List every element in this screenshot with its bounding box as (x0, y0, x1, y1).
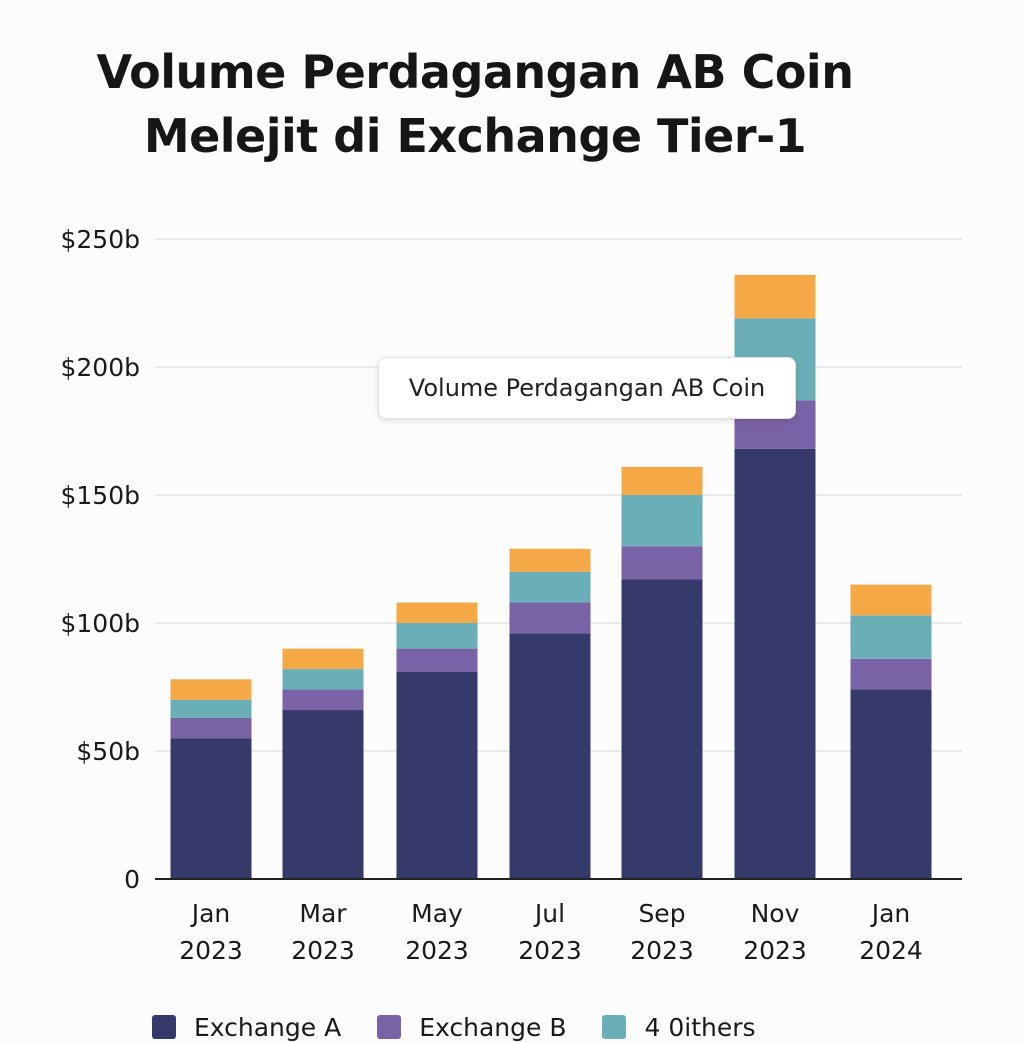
x-tick-label: May (411, 899, 463, 928)
chart-title-line-1: Volume Perdagangan AB Coin (96, 45, 854, 99)
x-tick-label: Jan (870, 899, 911, 928)
y-tick-label: $150b (61, 481, 141, 510)
x-tick-label: Sep (638, 899, 685, 928)
bar-segment[interactable] (621, 546, 703, 580)
x-tick-label: Mar (299, 899, 347, 928)
bar-segment[interactable] (170, 699, 252, 718)
y-tick-label: $100b (61, 609, 141, 638)
x-tick-label: Jan (190, 899, 231, 928)
x-tick-label: 2024 (859, 936, 923, 965)
legend-item-others[interactable]: 4 0ithers (602, 1012, 756, 1042)
legend-swatch (377, 1015, 402, 1039)
bar-segment[interactable] (509, 571, 591, 603)
legend-item-exchange-a[interactable]: Exchange A (152, 1013, 341, 1042)
x-tick-label: 2023 (743, 936, 807, 965)
x-tick-label: 2023 (405, 936, 469, 965)
bar-segment[interactable] (282, 648, 364, 670)
bar-segment[interactable] (734, 274, 816, 319)
bar-segment[interactable] (621, 495, 703, 547)
bar-segment[interactable] (850, 584, 932, 616)
legend-label: Exchange A (194, 1012, 342, 1042)
bar-segment[interactable] (396, 623, 478, 649)
legend-swatch (152, 1015, 176, 1039)
bar-segment[interactable] (170, 717, 252, 739)
bar-segment[interactable] (850, 689, 932, 879)
bar-segment[interactable] (282, 669, 364, 690)
bar-segment[interactable] (850, 615, 932, 659)
y-tick-label: $200b (61, 353, 141, 382)
bar-segment[interactable] (509, 548, 591, 572)
x-tick-label: 2023 (291, 936, 355, 965)
chart-title-line-2: Melejit di Exchange Tier-1 (143, 109, 807, 163)
chart-title: Volume Perdagangan AB Coin Melejit di Ex… (0, 40, 950, 168)
chart-tooltip: Volume Perdagangan AB Coin (378, 357, 796, 419)
bar-segment[interactable] (621, 466, 703, 495)
legend-label: Exchange B (419, 1012, 567, 1042)
bar-segment[interactable] (734, 448, 816, 879)
legend-item-exchange-b[interactable]: Exchange B (377, 1013, 566, 1042)
x-tick-label: 2023 (518, 936, 582, 965)
bar-segment[interactable] (170, 738, 252, 879)
bar-segment[interactable] (282, 710, 364, 879)
y-tick-label: $50b (76, 737, 140, 766)
bar-segment[interactable] (396, 602, 478, 623)
bar-segment[interactable] (509, 633, 591, 879)
x-tick-label: Nov (751, 899, 800, 928)
bar-segment[interactable] (850, 658, 932, 690)
bar-segment[interactable] (621, 579, 703, 879)
legend-swatch (602, 1015, 627, 1039)
x-tick-label: 2023 (630, 936, 694, 965)
x-tick-label: 2023 (179, 936, 243, 965)
y-tick-label: 0 (124, 865, 140, 894)
bar-segment[interactable] (396, 671, 478, 879)
legend-label: 4 0ithers (644, 1012, 756, 1042)
y-tick-label: $250b (61, 225, 141, 254)
bar-segment[interactable] (170, 679, 252, 700)
x-tick-label: Jul (533, 899, 565, 928)
bar-segment[interactable] (396, 648, 478, 672)
bar-segment[interactable] (282, 689, 364, 711)
bar-segment[interactable] (509, 602, 591, 634)
legend: Exchange A Exchange B 4 0ithers (152, 1012, 756, 1042)
